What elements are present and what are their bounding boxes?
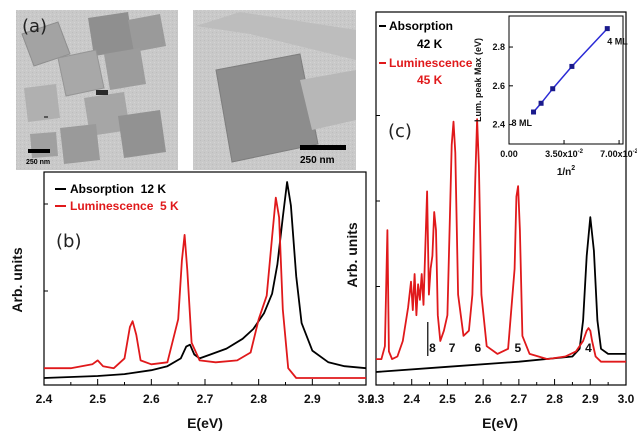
inset-series: 8 ML 4 ML	[512, 26, 628, 128]
panel-c-x-tick-label: 3.0	[618, 392, 635, 406]
panel-a-label: (a)	[22, 16, 47, 37]
panel-b-label: (b)	[56, 231, 81, 252]
panel-c-x-tick-label: 2.6	[475, 392, 492, 406]
scale-bar-right	[300, 145, 346, 150]
panel-c-x-axis-title: E(eV)	[482, 415, 518, 431]
panel-c-x-tick-label: 2.8	[546, 392, 563, 406]
panel-b-series-line-1	[44, 196, 366, 379]
inset-data-point	[604, 26, 610, 32]
legend-c-luminescence-label: Luminescence	[389, 56, 473, 70]
panel-c-peak-label: 7	[449, 341, 456, 355]
legend-c-absorption-label: Absorption	[389, 19, 453, 33]
legend-c-luminescence-temp: 45 K	[417, 73, 443, 87]
panel-c-label: (c)	[388, 121, 412, 142]
inset-x-axis-title: 1/n2	[557, 165, 575, 178]
inset-y-tick-label: 2.8	[492, 42, 505, 52]
panel-b-x-ticks: 2.4 2.5 2.6 2.7 2.8 2.9 3.0	[36, 116, 375, 406]
panel-c-peak-label: 5	[514, 341, 521, 355]
inset-x-tick-label: 7.00x10-2	[600, 149, 637, 159]
panel-c-x-ticks: 2.3 2.4 2.5 2.6 2.7 2.8 2.9 3.0	[368, 115, 635, 406]
legend-b-absorption-label: Absorption 12 K	[70, 182, 166, 196]
panel-a: (a) 250 nm 250 nm	[16, 10, 356, 170]
panel-b-x-tick-label: 2.9	[304, 392, 321, 406]
inset-annotation: 4 ML	[607, 37, 628, 47]
panel-b-x-tick-label: 2.4	[36, 392, 53, 406]
inset-annotation: 8 ML	[512, 118, 533, 128]
panel-b-x-tick-label: 2.8	[250, 392, 267, 406]
panel-b-x-tick-label: 3.0	[358, 392, 375, 406]
panel-c-x-tick-label: 2.3	[368, 392, 385, 406]
panel-c-x-tick-label: 2.5	[439, 392, 456, 406]
nanoplatelets-right	[196, 12, 356, 163]
inset-frame	[508, 15, 624, 145]
panel-c-x-tick-label: 2.7	[511, 392, 528, 406]
inset-x-axis-title-exp: 2	[571, 165, 575, 172]
panel-c-x-tick-label: 2.9	[582, 392, 599, 406]
panel-b-legend: Absorption 12 K Luminescence 5 K	[55, 182, 179, 213]
inset-data-point	[550, 86, 556, 92]
panel-c-x-tick-label: 2.4	[403, 392, 420, 406]
panel-b-series	[43, 181, 367, 379]
panel-c-peak-label: 4	[585, 341, 592, 355]
legend-c-absorption-temp: 42 K	[417, 37, 443, 51]
panel-c-y-axis-title: Arb. units	[344, 222, 360, 288]
inset-x-axis-title-base: 1/n	[557, 167, 571, 178]
panel-c-peak-label: 6	[474, 341, 481, 355]
inset-y-axis-title: Lum. peak Max (eV)	[473, 38, 483, 122]
inset-y-tick-label: 2.4	[492, 120, 505, 130]
panel-c-peak-label: 8	[429, 341, 436, 355]
panel-b-x-tick-label: 2.6	[143, 392, 160, 406]
inset-x-tick-label: 3.50x10-2	[545, 149, 584, 159]
inset-data-point	[538, 100, 544, 106]
panel-c-legend: Absorption 42 K Luminescence 45 K	[379, 19, 473, 87]
inset-data-point	[569, 63, 575, 69]
scale-bar-right-label: 250 nm	[300, 155, 335, 166]
inset-plot: 8 ML 4 ML 2.4 2.6 2.8 0.00 3.50x10-2 7.00x10-2…	[473, 15, 637, 178]
nanoplatelets-left	[21, 12, 166, 164]
panel-c-series-line-0	[375, 216, 626, 373]
panel-b-x-axis-title: E(eV)	[187, 415, 223, 431]
scale-bar-left	[28, 149, 50, 153]
panel-b-y-axis-title: Arb. units	[9, 247, 25, 313]
scale-bar-left-label: 250 nm	[26, 159, 50, 166]
inset-y-tick-label: 2.6	[492, 81, 505, 91]
panel-c-series	[375, 118, 626, 373]
inset-data-point	[531, 109, 537, 115]
legend-b-luminescence-label: Luminescence 5 K	[70, 199, 179, 213]
panel-b-x-tick-label: 2.7	[197, 392, 214, 406]
panel-b-x-tick-label: 2.5	[89, 392, 106, 406]
inset-x-tick-label: 0.00	[500, 149, 518, 159]
panel-b-series-line-0	[43, 181, 367, 379]
panel-c-series-line-1	[376, 118, 626, 363]
inset-ticks: 2.4 2.6 2.8 0.00 3.50x10-2 7.00x10-2	[492, 42, 637, 159]
panel-b: 2.4 2.5 2.6 2.7 2.8 2.9 3.0 (b) Absorption 12 …	[9, 116, 375, 431]
